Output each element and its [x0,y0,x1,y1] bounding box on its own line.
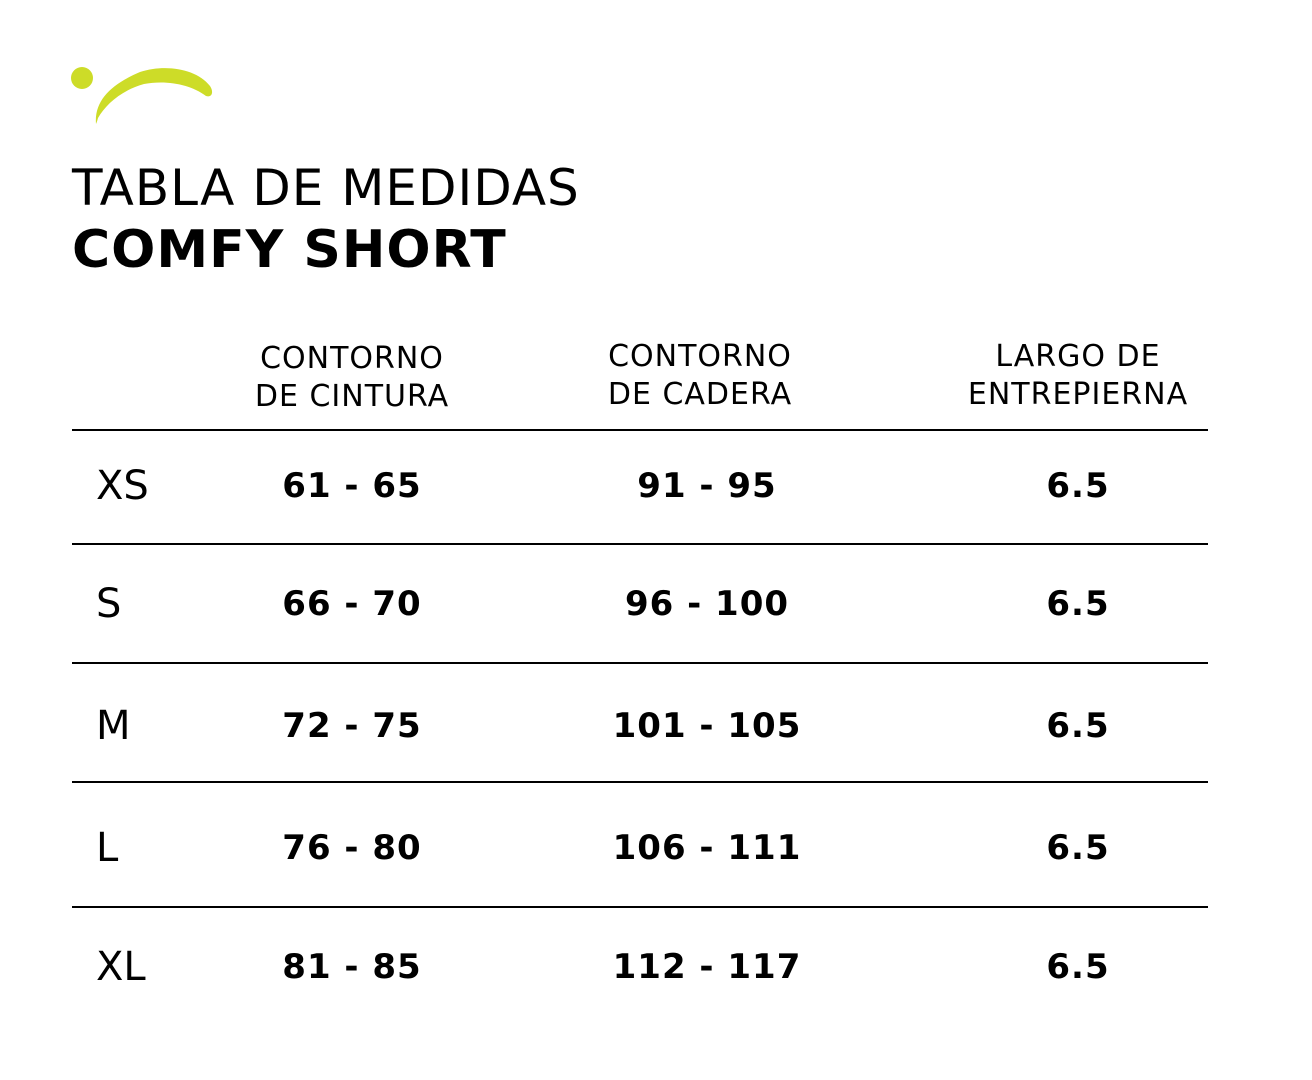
table-row: M 72 - 75 101 - 105 6.5 [0,696,1312,756]
header-inseam-line2: ENTREPIERNA [967,377,1189,412]
waist-value: 76 - 80 [282,828,422,868]
table-row: XS 61 - 65 91 - 95 6.5 [0,456,1312,516]
hip-value: 112 - 117 [612,947,802,987]
waist-value: 72 - 75 [282,706,422,746]
header-inseam-line1: LARGO DE [995,339,1161,374]
title-block: TABLA DE MEDIDAS COMFY SHORT [72,158,580,282]
header-inseam: LARGO DE ENTREPIERNA [918,338,1238,414]
table-divider [72,906,1208,908]
header-hip: CONTORNO DE CADERA [540,338,860,414]
size-label: S [96,581,122,627]
table-divider [72,662,1208,664]
table-row: L 76 - 80 106 - 111 6.5 [0,818,1312,878]
waist-value: 81 - 85 [282,947,422,987]
waist-value: 61 - 65 [282,466,422,506]
product-name: COMFY SHORT [72,220,507,280]
page-title: TABLA DE MEDIDAS [72,159,580,217]
inseam-value: 6.5 [1046,706,1110,746]
header-waist: CONTORNO DE CINTURA [192,340,512,416]
inseam-value: 6.5 [1046,584,1110,624]
hip-value: 101 - 105 [612,706,802,746]
table-divider [72,543,1208,545]
size-label: XS [96,463,149,509]
size-label: L [96,825,119,871]
inseam-value: 6.5 [1046,947,1110,987]
waist-value: 66 - 70 [282,584,422,624]
table-row: S 66 - 70 96 - 100 6.5 [0,574,1312,634]
header-hip-line2: DE CADERA [607,377,793,412]
hip-value: 106 - 111 [612,828,802,868]
hip-value: 96 - 100 [624,584,790,624]
header-waist-line1: CONTORNO [260,341,444,376]
inseam-value: 6.5 [1046,828,1110,868]
table-divider [72,781,1208,783]
hip-value: 91 - 95 [637,466,777,506]
table-divider [72,429,1208,431]
table-row: XL 81 - 85 112 - 117 6.5 [0,937,1312,997]
header-waist-line2: DE CINTURA [254,379,450,414]
size-label: M [96,703,131,749]
inseam-value: 6.5 [1046,466,1110,506]
size-label: XL [96,944,146,990]
header-hip-line1: CONTORNO [608,339,792,374]
swoosh-logo-icon [66,60,214,130]
